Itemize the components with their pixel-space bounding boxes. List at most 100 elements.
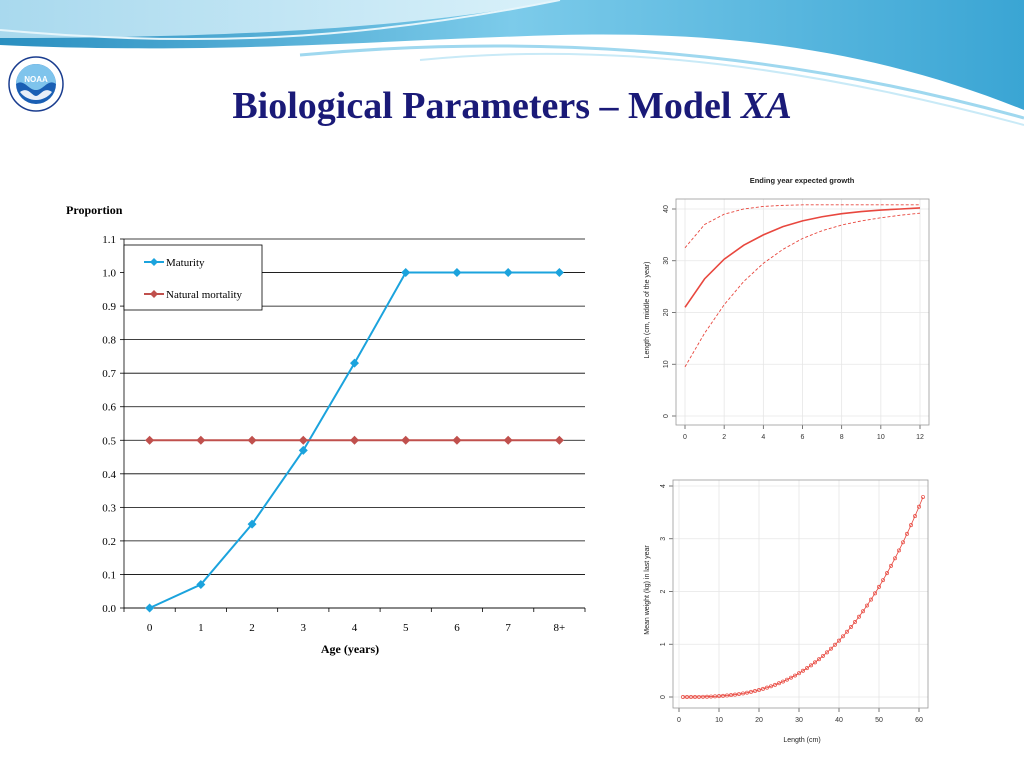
- weight-data-point: [869, 597, 873, 602]
- x-tick-label: 0: [147, 622, 153, 634]
- weight-data-point: [753, 689, 757, 693]
- weight-data-point: [809, 663, 813, 668]
- x-axis-label: Age (years): [321, 642, 379, 656]
- weight-data-point: [849, 625, 853, 629]
- chart-legend: Maturity Natural mortality: [123, 244, 263, 311]
- weight-data-point: [693, 694, 697, 699]
- weight-data-point: [817, 657, 821, 662]
- weight-data-point: [713, 694, 717, 699]
- data-point-maturity: [196, 580, 206, 590]
- x-tick-label: 4: [761, 434, 765, 441]
- y-tick-label: 0.7: [102, 368, 116, 380]
- weight-data-point: [773, 682, 777, 687]
- weight-data-point: [725, 693, 729, 698]
- weight-data-point: [821, 653, 825, 658]
- weight-data-point: [909, 523, 913, 528]
- x-tick-label: 2: [722, 434, 726, 441]
- title-model-name: XA: [740, 85, 792, 127]
- data-point-maturity: [298, 445, 308, 455]
- growth-y-axis-label: Length (cm, middle of the year): [644, 262, 651, 359]
- weight-data-point: [681, 695, 685, 699]
- weight-data-point: [757, 688, 761, 692]
- weight-data-point: [685, 695, 689, 699]
- data-point-natural-mortality: [145, 435, 155, 445]
- x-tick-label: 6: [801, 434, 805, 441]
- weight-data-point: [873, 591, 877, 596]
- weight-data-point: [701, 694, 705, 699]
- weight-data-point: [721, 693, 725, 698]
- weight-data-point: [861, 609, 865, 614]
- x-tick-label: 20: [755, 717, 763, 724]
- weight-data-point: [805, 666, 809, 671]
- weight-data-point: [865, 603, 869, 608]
- y-tick-label: 0.3: [102, 502, 116, 514]
- weight-data-point: [829, 646, 833, 651]
- x-tick-label: 2: [249, 622, 255, 634]
- x-tick-label: 7: [505, 622, 511, 634]
- x-tick-label: 10: [877, 434, 885, 441]
- weight-data-point: [709, 694, 713, 699]
- x-tick-label: 3: [301, 622, 307, 634]
- y-tick-label: 1: [660, 642, 667, 646]
- weight-data-point: [749, 689, 753, 694]
- x-tick-label: 0: [683, 434, 687, 441]
- weight-data-point: [729, 693, 733, 698]
- data-point-natural-mortality: [401, 435, 411, 445]
- weight-data-point: [897, 548, 901, 553]
- noaa-logo: NOAA: [8, 56, 64, 112]
- weight-data-point: [833, 642, 837, 647]
- weight-data-point: [889, 563, 893, 568]
- legend-swatch-marker: [150, 258, 158, 266]
- growth-chart-title: Ending year expected growth: [750, 176, 855, 185]
- logo-text: NOAA: [24, 75, 48, 84]
- data-point-maturity: [247, 519, 257, 529]
- weight-y-axis-label: Mean weight (kg) in last year: [644, 545, 651, 635]
- title-main: Biological Parameters – Model: [232, 85, 741, 127]
- x-tick-label: 1: [198, 622, 204, 634]
- data-point-natural-mortality: [247, 435, 257, 445]
- y-tick-label: 0.4: [102, 469, 116, 481]
- x-tick-label: 40: [835, 717, 843, 724]
- y-tick-label: 0.1: [102, 569, 116, 581]
- growth-mean-line: [684, 207, 921, 308]
- weight-data-point: [777, 681, 781, 686]
- y-tick-label: 0: [663, 414, 670, 418]
- weight-data-point: [745, 690, 749, 695]
- weight-x-axis-label: Length (cm): [783, 737, 820, 744]
- x-tick-label: 50: [875, 717, 883, 724]
- weight-data-point: [733, 692, 737, 697]
- y-tick-label: 0.9: [102, 301, 116, 313]
- data-point-natural-mortality: [452, 435, 462, 445]
- growth-chart: Ending year expected growth Length (cm, …: [644, 176, 930, 441]
- y-tick-label: 2: [660, 589, 667, 593]
- weight-data-point: [761, 686, 765, 691]
- weight-data-point: [845, 629, 849, 634]
- data-point-maturity: [145, 603, 155, 613]
- data-point-maturity: [554, 268, 564, 278]
- weight-data-point: [813, 660, 817, 665]
- weight-data-point: [737, 692, 741, 696]
- data-point-natural-mortality: [196, 435, 206, 445]
- weight-data-point: [921, 495, 925, 499]
- weight-data-point: [885, 571, 889, 576]
- y-tick-label: 20: [663, 309, 670, 317]
- y-tick-label: 0: [660, 695, 667, 699]
- y-tick-label: 0.8: [102, 335, 116, 347]
- x-tick-label: 12: [916, 434, 924, 441]
- weight-data-point: [905, 531, 909, 536]
- y-tick-label: 0.2: [102, 536, 116, 548]
- weight-data-point: [705, 694, 709, 699]
- weight-curve-line: [682, 496, 924, 698]
- data-point-maturity: [401, 268, 411, 278]
- weight-data-point: [785, 677, 789, 682]
- y-tick-label: 10: [663, 360, 670, 368]
- header-wave-banner: [0, 0, 1024, 126]
- x-tick-label: 30: [795, 717, 803, 724]
- weight-data-point: [857, 614, 861, 619]
- y-tick-label: 3: [660, 537, 667, 541]
- weight-data-point: [765, 685, 769, 690]
- legend-label: Natural mortality: [166, 289, 243, 301]
- x-tick-label: 6: [454, 622, 460, 634]
- x-tick-label: 60: [915, 717, 923, 724]
- length-weight-chart: Mean weight (kg) in last year Length (cm…: [644, 479, 929, 744]
